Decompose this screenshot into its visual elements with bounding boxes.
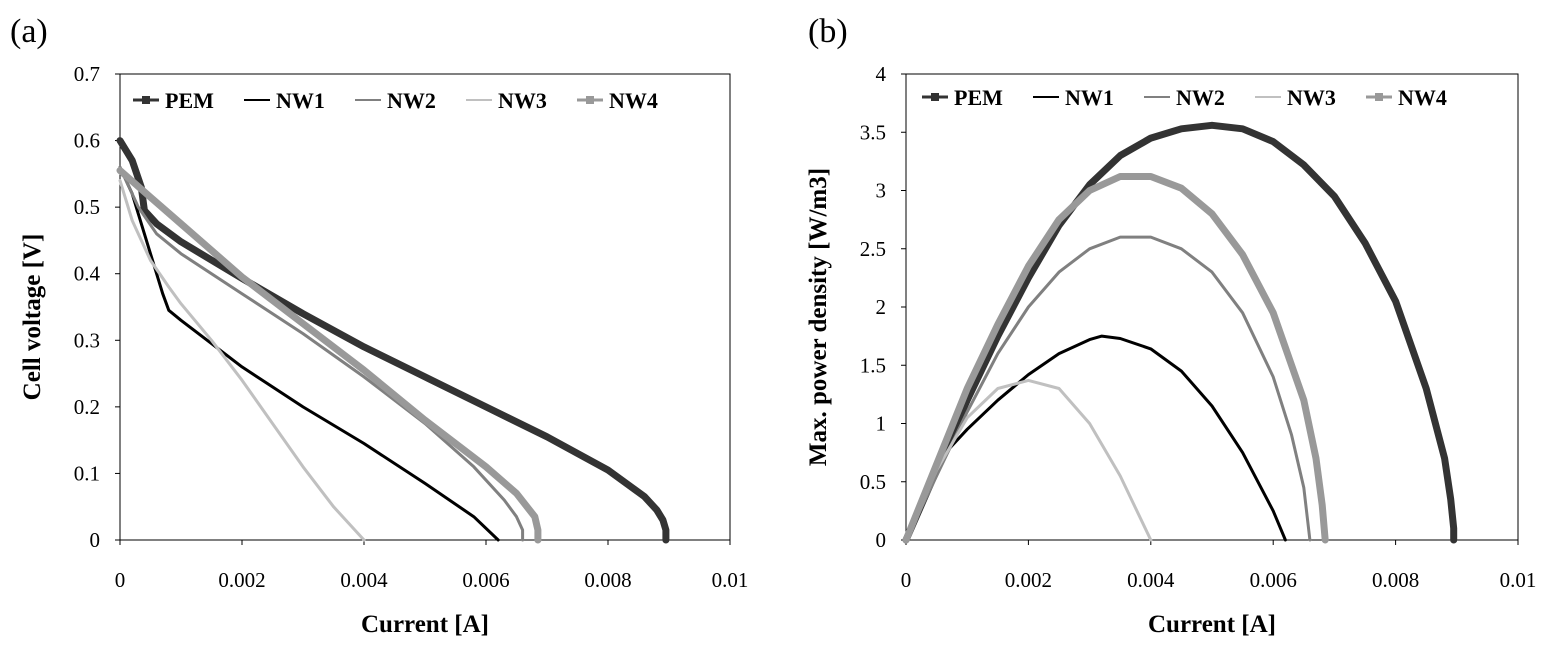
x-tick-label: 0.002 bbox=[218, 568, 265, 592]
x-tick-label: 0 bbox=[115, 568, 126, 592]
legend-marker-pem bbox=[142, 96, 150, 104]
legend-label-nw1: NW1 bbox=[1065, 85, 1114, 110]
panel-label: (a) bbox=[10, 13, 48, 50]
legend-label-nw3: NW3 bbox=[498, 88, 547, 113]
x-axis-title: Current [A] bbox=[361, 611, 489, 638]
legend-label-nw1: NW1 bbox=[276, 88, 325, 113]
y-tick-label: 0.4 bbox=[74, 262, 101, 286]
legend-marker-pem bbox=[931, 93, 939, 101]
series-line-pem bbox=[116, 137, 670, 544]
legend-label-nw2: NW2 bbox=[1176, 85, 1225, 110]
x-axis-title: Current [A] bbox=[1148, 611, 1276, 638]
y-tick-label: 2 bbox=[876, 295, 887, 319]
series-line-nw2 bbox=[118, 165, 525, 542]
panel-label: (b) bbox=[808, 13, 848, 50]
series-line-nw2 bbox=[904, 235, 1312, 542]
y-tick-label: 0 bbox=[876, 528, 887, 552]
y-tick-label: 0.2 bbox=[74, 395, 100, 419]
series-line-nw4 bbox=[902, 173, 1329, 544]
chart-panel-b: (b) 0 0.5 1 1.5 2 2.5 3 3.5 4 0 0.002 0.004 0.006 0.00… bbox=[805, 13, 1536, 638]
y-tick-label: 3.5 bbox=[860, 120, 886, 144]
x-tick-label: 0.01 bbox=[1500, 568, 1537, 592]
legend-label-pem: PEM bbox=[954, 85, 1003, 110]
series-line-nw3 bbox=[904, 378, 1153, 542]
y-tick-label: 1.5 bbox=[860, 353, 886, 377]
legend-label-nw4: NW4 bbox=[609, 88, 658, 113]
x-tick-label: 0.004 bbox=[1127, 568, 1175, 592]
y-axis-title: Cell voltage [V] bbox=[19, 234, 46, 401]
legend-marker-nw4 bbox=[586, 96, 594, 104]
series-line-nw4 bbox=[116, 167, 542, 544]
y-tick-label: 0.6 bbox=[74, 129, 100, 153]
series-line-nw1 bbox=[118, 165, 500, 542]
legend-label-nw4: NW4 bbox=[1398, 85, 1447, 110]
y-tick-label: 1 bbox=[876, 412, 887, 436]
y-tick-label: 3 bbox=[876, 179, 887, 203]
y-tick-label: 2.5 bbox=[860, 237, 886, 261]
x-tick-label: 0.002 bbox=[1005, 568, 1052, 592]
legend-label-nw3: NW3 bbox=[1287, 85, 1336, 110]
series-line-nw1 bbox=[947, 334, 1287, 542]
y-axis-title: Max. power density [W/m3] bbox=[805, 168, 832, 466]
chart-panel-a: (a) 0 0.1 0.2 0.3 0.4 0.5 0.6 0.7 0 0.002 0.004 0.00… bbox=[10, 13, 748, 638]
legend-label-nw2: NW2 bbox=[387, 88, 436, 113]
x-tick-label: 0.006 bbox=[1250, 568, 1297, 592]
y-tick-label: 0.1 bbox=[74, 461, 100, 485]
plot-area-frame bbox=[905, 73, 1519, 541]
x-tick-label: 0.006 bbox=[462, 568, 509, 592]
y-tick-label: 0.5 bbox=[860, 470, 886, 494]
y-tick-label: 4 bbox=[876, 62, 887, 86]
y-tick-label: 0 bbox=[90, 528, 101, 552]
y-tick-label: 0.3 bbox=[74, 328, 100, 352]
x-tick-label: 0.01 bbox=[712, 568, 749, 592]
x-tick-label: 0.004 bbox=[340, 568, 388, 592]
legend-label-pem: PEM bbox=[165, 88, 214, 113]
series-line-pem bbox=[902, 121, 1458, 544]
y-tick-label: 0.7 bbox=[74, 62, 100, 86]
plot-area-frame bbox=[119, 73, 731, 541]
legend-marker-nw4 bbox=[1375, 93, 1383, 101]
x-tick-label: 0.008 bbox=[1372, 568, 1419, 592]
x-tick-label: 0 bbox=[901, 568, 912, 592]
x-tick-label: 0.008 bbox=[584, 568, 631, 592]
y-tick-label: 0.5 bbox=[74, 195, 100, 219]
series-line-nw3 bbox=[118, 179, 366, 542]
